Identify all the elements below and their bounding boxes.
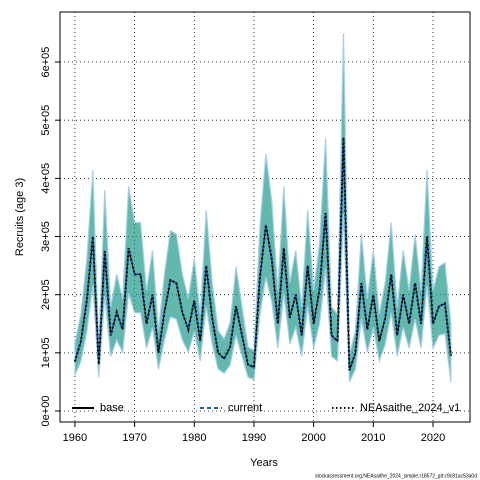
legend-label: base <box>100 402 124 414</box>
y-tick-label: 4e+05 <box>40 163 52 194</box>
y-axis-label: Recruits (age 3) <box>14 178 26 256</box>
x-tick-label: 2000 <box>301 432 325 444</box>
x-tick-label: 1980 <box>182 432 206 444</box>
series-line <box>73 137 452 371</box>
y-tick-label: 1e+05 <box>40 337 52 368</box>
x-tick-label: 2010 <box>361 432 385 444</box>
confidence-band <box>74 33 452 383</box>
y-tick-label: 2e+05 <box>40 279 52 310</box>
plot-frame <box>59 11 471 423</box>
y-tick-label: 5e+05 <box>40 105 52 136</box>
y-tick-label: 6e+05 <box>40 47 52 78</box>
x-tick-label: 1960 <box>63 432 87 444</box>
x-tick-label: 2020 <box>421 432 445 444</box>
x-tick-label: 1970 <box>122 432 146 444</box>
legend-label: current <box>228 402 262 414</box>
y-tick-label: 0e+00 <box>40 396 52 427</box>
y-tick-label: 3e+05 <box>40 221 52 252</box>
x-axis-label: Years <box>250 457 278 469</box>
footnote: stockassessment.org,NEAsaithe_2024_simpl… <box>315 473 477 479</box>
legend-label: NEAsaithe_2024_v1 <box>360 402 460 414</box>
x-tick-label: 1990 <box>242 432 266 444</box>
